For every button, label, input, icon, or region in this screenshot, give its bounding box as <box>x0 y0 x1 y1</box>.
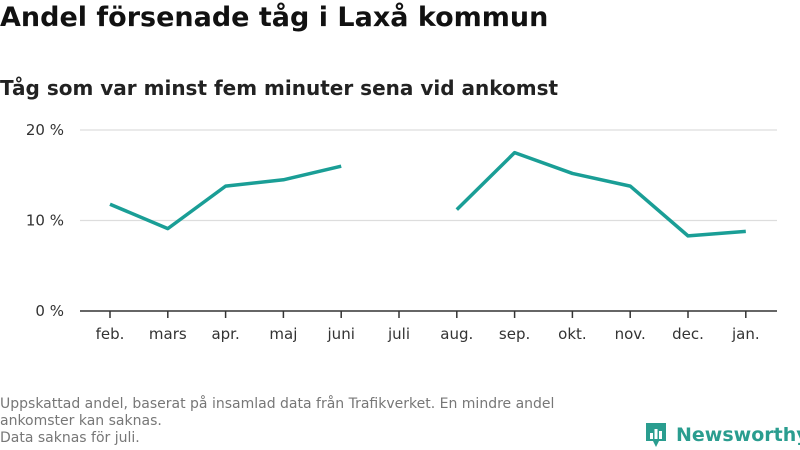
x-tick-label: dec. <box>672 325 704 343</box>
series-lines <box>109 150 746 238</box>
x-tick-label: juli <box>387 325 410 343</box>
series-line <box>109 164 342 231</box>
footnote: Uppskattad andel, baserat på insamlad da… <box>0 396 640 447</box>
gridlines <box>80 129 777 222</box>
x-tick-label: jan. <box>731 325 760 343</box>
x-tick-label: apr. <box>211 325 239 343</box>
x-tick-label: aug. <box>440 325 473 343</box>
footnote-line: Uppskattad andel, baserat på insamlad da… <box>0 396 555 412</box>
x-tick-label: sep. <box>499 325 530 343</box>
footnote-line: Data saknas för juli. <box>0 430 140 446</box>
x-tick-label: mars <box>149 325 187 343</box>
brand-name: Newsworthy <box>676 424 800 446</box>
series-line <box>455 150 746 238</box>
chart-subtitle: Tåg som var minst fem minuter sena vid a… <box>0 76 559 100</box>
bar-chart-pin-icon <box>646 423 666 447</box>
x-tick-label: nov. <box>615 325 646 343</box>
footnote-line: ankomster kan saknas. <box>0 413 162 429</box>
y-tick-label: 10 % <box>26 212 64 230</box>
chart-title: Andel försenade tåg i Laxå kommun <box>0 2 549 33</box>
brand-logo: Newsworthy <box>644 420 800 450</box>
x-tick-label: feb. <box>96 325 125 343</box>
x-tick-label: maj <box>269 325 297 343</box>
x-tick-label: okt. <box>558 325 587 343</box>
y-axis-tick-labels: 0 % 10 % 20 % <box>26 121 64 320</box>
line-chart: 0 % 10 % 20 % feb. mars apr. maj juni juli aug. s… <box>26 121 777 343</box>
y-tick-label: 20 % <box>26 121 64 139</box>
y-tick-label: 0 % <box>35 302 64 320</box>
x-tick-label: juni <box>327 325 355 343</box>
x-axis: feb. mars apr. maj juni juli aug. sep. okt. nov. d… <box>80 310 777 343</box>
